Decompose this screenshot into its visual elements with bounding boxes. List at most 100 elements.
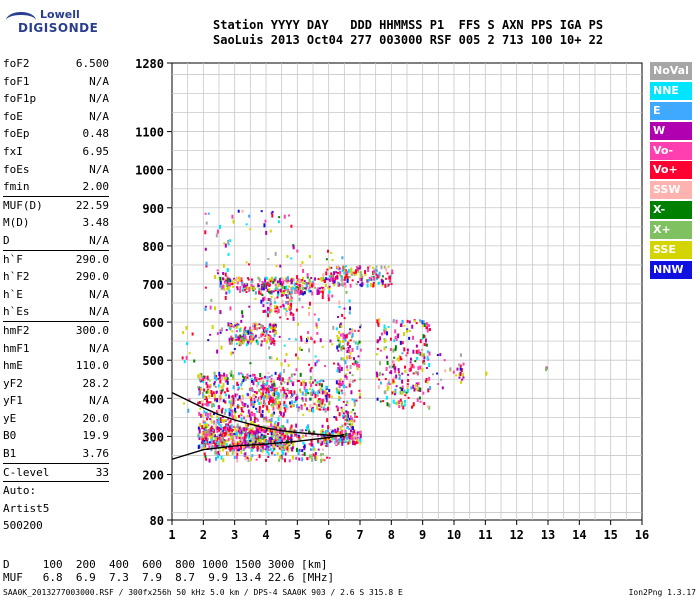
echo-point xyxy=(295,447,298,452)
echo-point xyxy=(273,387,276,392)
echo-point xyxy=(246,286,249,291)
echo-point xyxy=(245,440,248,444)
echo-point xyxy=(351,441,354,444)
echo-point xyxy=(285,310,288,313)
echo-point xyxy=(273,453,276,456)
echo-point xyxy=(219,398,222,402)
echo-point xyxy=(266,406,269,411)
echo-point xyxy=(308,380,311,384)
echo-point xyxy=(420,352,423,357)
echo-point xyxy=(273,445,276,448)
echo-point xyxy=(280,382,283,385)
echo-point xyxy=(266,313,269,318)
echo-point xyxy=(316,394,319,397)
echo-point xyxy=(224,393,227,397)
echo-point xyxy=(250,283,253,287)
echo-point xyxy=(274,371,277,375)
echo-point xyxy=(217,440,220,445)
echo-point xyxy=(258,389,261,393)
echo-point xyxy=(303,386,306,391)
echo-point xyxy=(265,405,268,408)
echo-point xyxy=(206,416,209,419)
echo-point xyxy=(290,428,293,431)
echo-point xyxy=(293,290,296,295)
echo-point xyxy=(399,386,402,389)
autoscale-line3: 500200 xyxy=(3,519,43,533)
echo-point xyxy=(256,399,259,403)
echo-point xyxy=(353,379,356,382)
echo-point xyxy=(233,440,236,443)
echo-point xyxy=(291,404,294,407)
echo-point xyxy=(378,318,381,323)
echo-point xyxy=(274,310,277,313)
echo-point xyxy=(345,432,348,436)
echo-point xyxy=(262,297,265,302)
echo-point xyxy=(452,370,455,374)
echo-point xyxy=(286,388,289,391)
echo-point xyxy=(238,435,241,438)
echo-point xyxy=(221,376,224,381)
echo-point xyxy=(338,267,341,270)
echo-point xyxy=(200,446,203,450)
echo-point xyxy=(226,278,229,283)
echo-point xyxy=(409,357,412,361)
echo-point xyxy=(258,447,261,450)
echo-point xyxy=(396,401,399,406)
echo-point xyxy=(307,336,310,340)
echo-point xyxy=(392,361,395,365)
echo-point xyxy=(485,371,488,376)
echo-point xyxy=(287,437,290,441)
echo-point xyxy=(420,319,423,323)
echo-point xyxy=(359,271,362,276)
echo-point xyxy=(199,375,202,380)
echo-point xyxy=(348,420,351,423)
echo-point xyxy=(327,425,330,430)
echo-point xyxy=(264,334,267,337)
echo-point xyxy=(228,277,231,280)
echo-point xyxy=(231,280,234,285)
echo-point xyxy=(251,279,254,284)
echo-point xyxy=(230,432,233,436)
echo-point xyxy=(206,417,209,421)
echo-point xyxy=(386,395,389,399)
echo-point xyxy=(268,278,271,282)
echo-point xyxy=(231,283,234,286)
echo-point xyxy=(258,442,261,446)
echo-point xyxy=(319,387,322,392)
echo-point xyxy=(261,413,264,418)
echo-point xyxy=(219,276,222,281)
echo-point xyxy=(193,359,196,363)
echo-point xyxy=(241,403,244,407)
echo-point xyxy=(331,294,334,298)
echo-point xyxy=(240,409,243,413)
echo-point xyxy=(290,278,293,281)
echo-point xyxy=(263,395,266,398)
echo-point xyxy=(345,355,348,360)
echo-point xyxy=(406,388,409,393)
echo-point xyxy=(234,410,237,413)
echo-point xyxy=(319,380,322,383)
echo-point xyxy=(234,416,237,421)
echo-point xyxy=(260,343,263,347)
echo-point xyxy=(277,392,280,397)
echo-point xyxy=(348,380,351,383)
echo-point xyxy=(254,417,257,420)
echo-point xyxy=(423,353,426,357)
echo-point xyxy=(281,432,284,436)
echo-point xyxy=(219,395,222,399)
echo-point xyxy=(341,276,344,279)
echo-point xyxy=(238,404,241,408)
echo-point xyxy=(395,374,398,379)
echo-point xyxy=(214,442,217,445)
echo-point xyxy=(214,450,217,455)
echo-point xyxy=(228,421,231,424)
echo-point xyxy=(242,429,245,433)
echo-point xyxy=(337,366,340,370)
echo-point xyxy=(313,313,316,316)
echo-point xyxy=(286,254,289,258)
echo-point xyxy=(283,381,286,384)
echo-point xyxy=(211,392,214,397)
echo-point xyxy=(297,280,300,284)
echo-point xyxy=(290,224,293,228)
echo-point xyxy=(324,283,327,287)
